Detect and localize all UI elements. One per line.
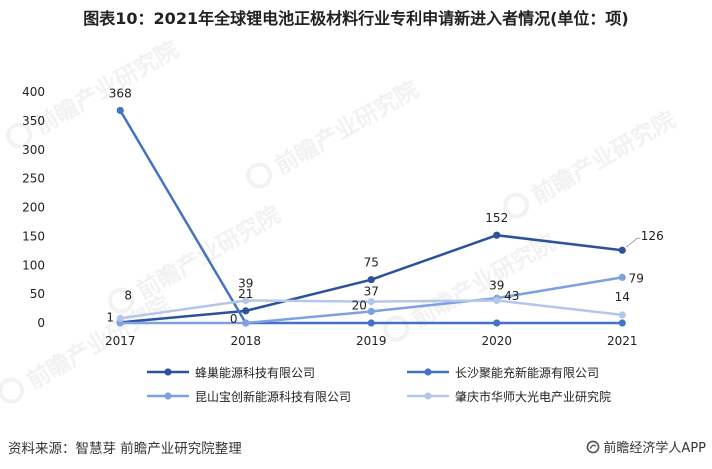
- y-tick-label: 200: [22, 201, 45, 215]
- data-label: 39: [238, 276, 253, 290]
- legend-label: 蜂巢能源科技有限公司: [195, 365, 316, 380]
- legend-label: 肇庆市华师大光电产业研究院: [455, 389, 612, 404]
- qianzhan-logo-icon: [587, 440, 600, 453]
- data-point: [116, 314, 124, 322]
- y-tick-label: 150: [22, 229, 45, 243]
- x-tick-label: 2019: [356, 334, 387, 348]
- legend-swatch: [407, 368, 449, 376]
- legend-item-changsha: 长沙聚能充新能源有限公司: [407, 364, 599, 380]
- legend-swatch: [147, 392, 189, 400]
- data-label: 368: [109, 86, 132, 100]
- y-tick-label: 300: [22, 143, 45, 157]
- data-label: 79: [629, 271, 644, 285]
- data-point: [367, 298, 375, 306]
- data-point: [242, 307, 250, 315]
- data-point: [618, 319, 626, 327]
- data-label: 8: [124, 288, 132, 302]
- data-label: 152: [485, 211, 508, 225]
- x-tick-label: 2020: [481, 334, 512, 348]
- data-point: [618, 311, 626, 319]
- legend-item-kunshan: 昆山宝创新能源科技有限公司: [147, 388, 351, 404]
- y-tick-label: 0: [37, 316, 45, 330]
- data-label: 37: [364, 285, 379, 299]
- y-tick-label: 250: [22, 172, 45, 186]
- data-point: [116, 106, 124, 115]
- data-label: 43: [504, 289, 519, 303]
- data-label: 126: [641, 229, 664, 243]
- app-name: 前瞻经济学人APP: [603, 441, 706, 456]
- legend-label: 昆山宝创新能源科技有限公司: [195, 389, 352, 404]
- legend-swatch-marker: [164, 392, 172, 400]
- y-axis: 0 50 100 150 200 250 300 350 400: [22, 85, 45, 330]
- y-tick-label: 400: [22, 85, 45, 99]
- data-label: 0: [230, 312, 238, 326]
- data-label: 20: [352, 298, 367, 312]
- chart-title: 图表10：2021年全球锂电池正极材料行业专利申请新进入者情况(单位：项): [83, 9, 629, 28]
- legend-item-zhaoqing: 肇庆市华师大光电产业研究院: [407, 388, 611, 404]
- x-tick-label: 2017: [105, 334, 136, 348]
- data-point: [367, 276, 375, 284]
- data-point: [367, 319, 375, 327]
- series-4: [116, 296, 626, 322]
- leader-line: [625, 237, 641, 248]
- y-tick-label: 100: [22, 258, 45, 272]
- data-point: [242, 319, 250, 327]
- x-axis: 2017 2018 2019 2020 2021: [105, 334, 638, 348]
- legend-item-fengchao: 蜂巢能源科技有限公司: [147, 364, 315, 380]
- legend-swatch-marker: [424, 392, 432, 400]
- data-label: 39: [489, 278, 504, 292]
- data-point: [242, 296, 250, 305]
- data-labels: 1 21 75 152 126 368 0 20 43 79 8 39 37 39 14: [106, 86, 663, 326]
- source-note: 资料来源：智慧芽 前瞻产业研究院整理: [8, 441, 242, 457]
- data-point: [367, 307, 375, 316]
- app-credit: 前瞻经济学人APP: [586, 437, 706, 456]
- legend-swatch-marker: [424, 368, 432, 376]
- legend-swatch: [147, 368, 189, 376]
- legend-swatch: [407, 392, 449, 400]
- y-tick-label: 50: [30, 287, 45, 301]
- x-tick-label: 2018: [230, 334, 261, 348]
- y-tick-label: 350: [22, 114, 45, 128]
- data-point: [493, 319, 501, 327]
- legend-label: 长沙聚能充新能源有限公司: [455, 365, 600, 380]
- data-label: 1: [106, 310, 114, 324]
- data-point: [618, 273, 626, 281]
- data-label: 14: [615, 290, 630, 304]
- legend-swatch-marker: [164, 368, 172, 376]
- data-label: 75: [364, 256, 379, 270]
- data-point: [493, 231, 501, 239]
- data-label: 21: [238, 287, 253, 301]
- data-point: [493, 296, 501, 305]
- data-point: [618, 246, 626, 254]
- x-tick-label: 2021: [607, 334, 638, 348]
